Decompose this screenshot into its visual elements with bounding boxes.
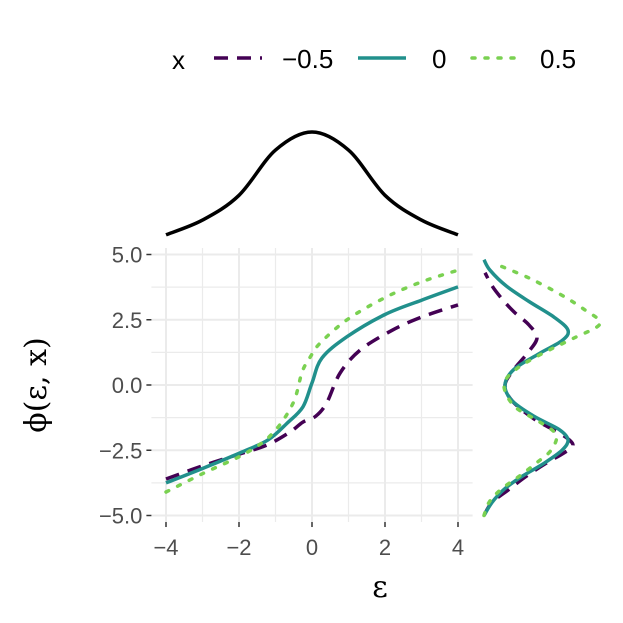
x-axis-ticks: −4 −2 0 2 4 xyxy=(153,522,464,560)
x-tick-label: 0 xyxy=(306,535,318,560)
legend-label: 0.5 xyxy=(540,44,576,74)
phi-density-line xyxy=(482,271,575,517)
x-tick-label: −4 xyxy=(153,535,178,560)
x-axis-label: ε xyxy=(372,570,388,605)
y-axis-label: ϕ(ε, x) xyxy=(19,337,54,432)
legend-title: x xyxy=(172,45,185,75)
series-lines xyxy=(164,268,460,494)
series-line xyxy=(165,285,459,485)
y-tick-label: −2.5 xyxy=(99,438,142,463)
x-tick-label: −2 xyxy=(226,535,251,560)
legend-label: 0 xyxy=(432,44,446,74)
y-tick-label: 5.0 xyxy=(112,243,143,268)
phi-density-line xyxy=(482,264,602,518)
right-marginal-density xyxy=(482,258,602,518)
legend-label: −0.5 xyxy=(282,44,333,74)
y-axis-ticks: 5.0 2.5 0.0 −2.5 −5.0 xyxy=(99,243,152,529)
y-tick-label: 2.5 xyxy=(112,308,143,333)
y-tick-label: −5.0 xyxy=(99,504,142,529)
eps-density-line xyxy=(165,130,459,237)
x-tick-label: 4 xyxy=(452,535,464,560)
legend: x −0.5 0 0.5 xyxy=(172,44,576,75)
phi-density-line xyxy=(482,258,571,517)
y-tick-label: 0.0 xyxy=(112,373,143,398)
x-tick-label: 2 xyxy=(379,535,391,560)
top-marginal-density xyxy=(165,130,459,237)
